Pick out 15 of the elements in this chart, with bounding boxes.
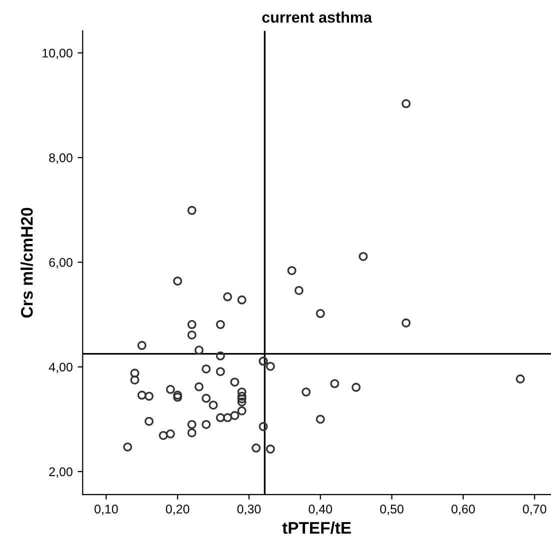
x-tick-label: 0,40	[308, 504, 332, 515]
x-tick-label: 0,50	[380, 504, 404, 515]
x-tick-label: 0,20	[166, 504, 190, 515]
x-axis-title: tPTEF/tE	[282, 522, 351, 534]
x-tick-label: 0,60	[452, 504, 475, 515]
x-tick-label: 0,70	[522, 504, 546, 515]
y-tick-label: 8,00	[49, 153, 72, 164]
y-tick-label: 6,00	[49, 258, 72, 268]
chart-title: current asthma	[262, 12, 372, 23]
y-tick-label: 4,00	[48, 362, 72, 374]
x-tick-label: 0,30	[237, 504, 261, 515]
y-axis-title: Crs ml/cmH20	[20, 208, 33, 318]
y-tick-label: 10,00	[42, 48, 72, 60]
y-tick-label: 2,00	[49, 467, 72, 478]
x-tick-label: 0,10	[94, 504, 118, 515]
